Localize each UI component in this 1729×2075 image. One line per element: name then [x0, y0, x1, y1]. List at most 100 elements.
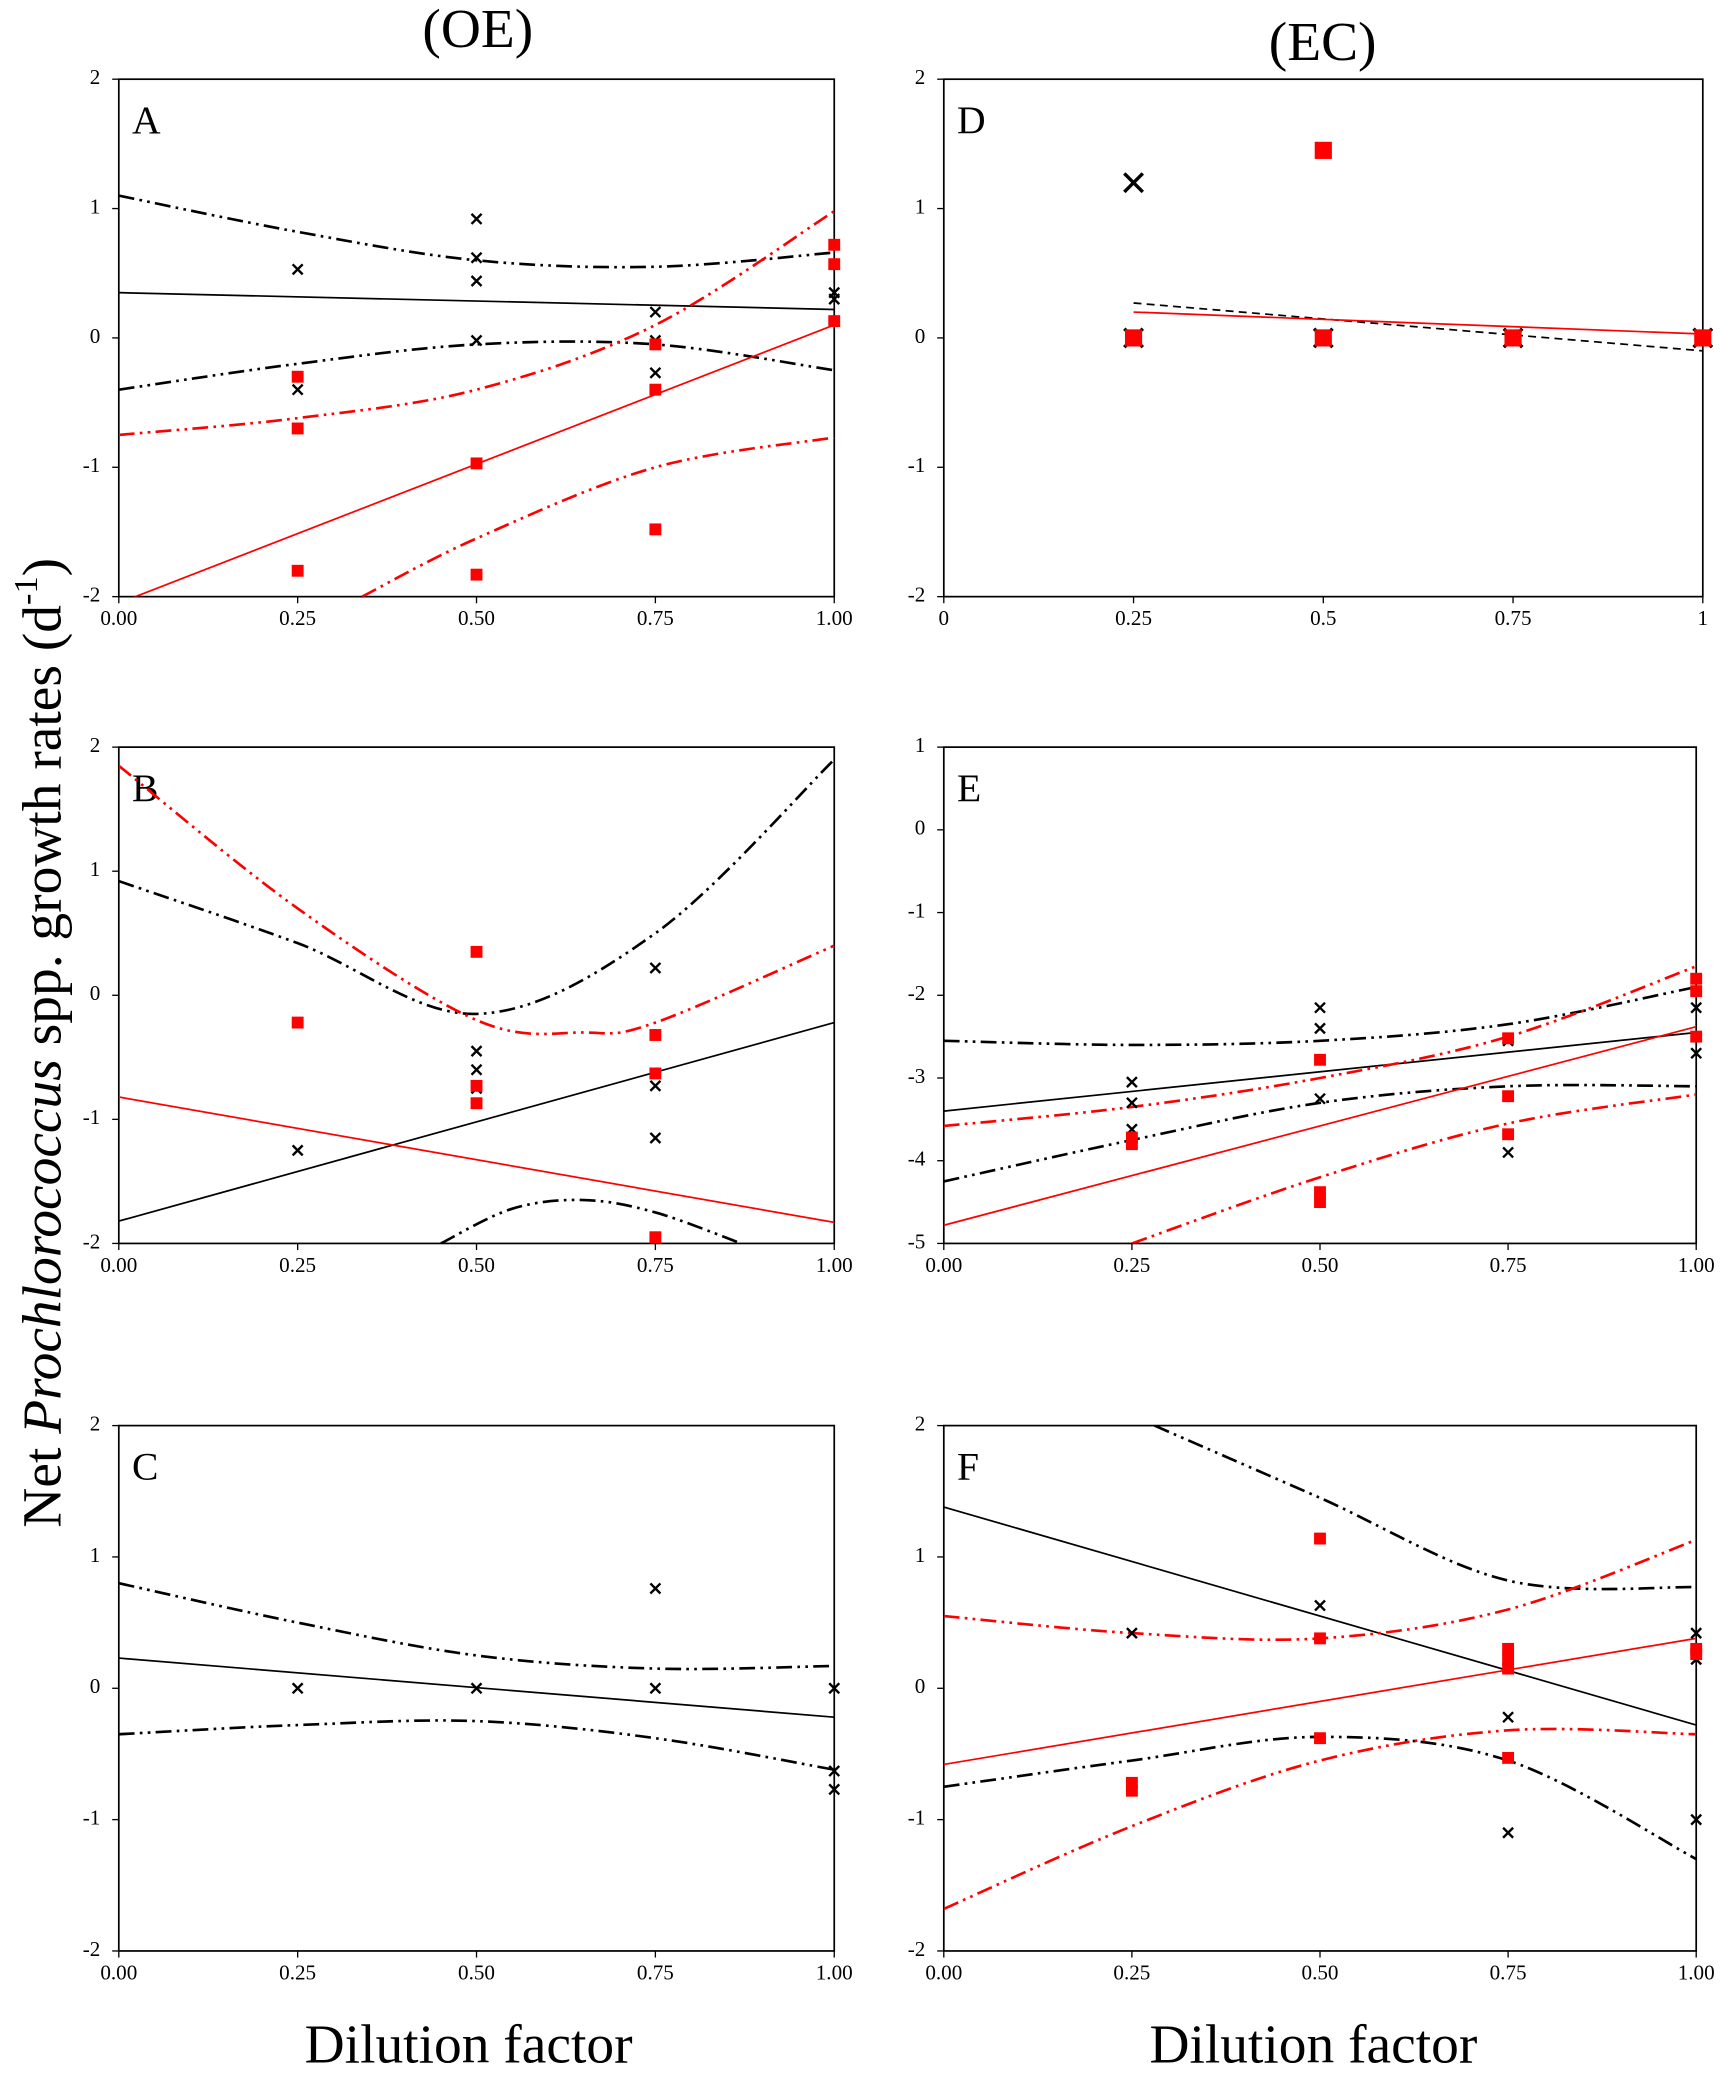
- y-tick-label: 2: [90, 65, 101, 89]
- x-tick-label: 0.75: [637, 1961, 674, 1985]
- x-marker: [828, 1783, 841, 1796]
- x-tick-label: 1.00: [1678, 1253, 1715, 1277]
- x-tick-label: 0.00: [925, 1961, 962, 1985]
- square-marker: [1125, 1784, 1138, 1797]
- square-marker: [1690, 972, 1703, 985]
- confidence-curve: [118, 1581, 835, 1671]
- square-marker: [1125, 1131, 1138, 1144]
- x-marker: [649, 306, 662, 318]
- square-marker: [1314, 1186, 1326, 1199]
- square-marker: [1690, 1030, 1703, 1043]
- x-tick-label: 0.00: [925, 1253, 962, 1277]
- fit-line: [1133, 302, 1703, 352]
- x-marker: [1314, 1022, 1326, 1035]
- square-marker: [828, 238, 841, 251]
- y-label-sup: -1: [7, 576, 45, 605]
- y-tick-label: -2: [83, 582, 101, 606]
- x-marker: [470, 213, 483, 225]
- x-tick-label: 0.25: [279, 606, 316, 630]
- plot-area: [1133, 302, 1703, 352]
- x-marker: [1314, 1599, 1326, 1612]
- square-marker: [1504, 329, 1522, 347]
- confidence-curve: [118, 210, 835, 437]
- x-marker: [470, 1045, 483, 1057]
- square-marker: [470, 1079, 483, 1092]
- panel: 0.00 0.25 0.50 0.75 1.00 -2 -1 0 1 2 A: [83, 65, 853, 630]
- x-marker: [470, 251, 483, 264]
- x-marker: [1126, 1076, 1138, 1088]
- confidence-curve: [943, 1538, 1697, 1642]
- x-tick-label: 1.00: [816, 1961, 853, 1985]
- x-axis-label: Dilution factor: [305, 2014, 633, 2075]
- x-marker: [291, 1144, 304, 1157]
- x-tick-label: 1.00: [816, 606, 853, 630]
- confidence-curve: [118, 1719, 835, 1772]
- panel-label: E: [957, 766, 981, 810]
- x-marker: [470, 275, 483, 287]
- square-marker: [1125, 1138, 1138, 1151]
- square-marker: [1314, 1196, 1326, 1209]
- square-marker: [470, 945, 483, 958]
- fit-line: [1133, 311, 1703, 335]
- square-marker: [1314, 1632, 1326, 1645]
- x-marker: [291, 383, 304, 396]
- y-tick-label: 1: [915, 733, 926, 757]
- square-marker: [470, 457, 483, 470]
- x-marker: [1126, 1096, 1138, 1109]
- y-tick-label: 0: [90, 981, 101, 1005]
- y-label-part: Prochlorococcus: [11, 1059, 72, 1435]
- square-marker: [649, 1029, 662, 1041]
- column-title: (EC): [1269, 11, 1377, 72]
- confidence-curve: [943, 985, 1697, 1047]
- column-title: (OE): [422, 0, 533, 59]
- x-tick-label: 0.25: [279, 1253, 316, 1277]
- square-marker: [1690, 985, 1703, 998]
- panel-label: B: [132, 766, 158, 810]
- square-marker: [649, 1231, 662, 1244]
- panel: 0.00 0.25 0.50 0.75 1.00 -2 -1 0 1 2 F: [908, 1411, 1715, 1984]
- panel: 0.00 0.25 0.50 0.75 1.00 -2 -1 0 1 2 C: [83, 1411, 853, 1984]
- y-tick-label: 2: [915, 65, 926, 89]
- x-tick-label: 1: [1698, 606, 1709, 630]
- y-tick-label: -2: [908, 1937, 926, 1961]
- fit-line: [943, 1025, 1697, 1227]
- x-tick-label: 0.50: [458, 606, 495, 630]
- panel-label: C: [132, 1445, 158, 1489]
- confidence-curve: [118, 758, 835, 1016]
- confidence-curve: [1153, 1425, 1697, 1591]
- confidence-curve: [118, 340, 835, 391]
- confidence-curve: [943, 1083, 1697, 1183]
- x-marker: [649, 1132, 662, 1144]
- square-marker: [1314, 329, 1332, 347]
- square-marker: [1314, 141, 1332, 159]
- y-tick-label: 2: [90, 1411, 101, 1435]
- y-tick-label: -1: [908, 453, 926, 477]
- x-marker: [1690, 1627, 1703, 1639]
- panel: 0 0.25 0.5 0.75 1 -2 -1 0 1 2 D: [908, 65, 1714, 630]
- figure-body: (OE) (EC) Dilution factor Dilution facto…: [7, 0, 1715, 2075]
- square-marker: [1314, 1053, 1326, 1066]
- square-marker: [649, 1067, 662, 1080]
- x-marker: [291, 1682, 304, 1695]
- y-tick-label: -2: [908, 981, 926, 1005]
- x-marker: [1314, 1092, 1326, 1105]
- square-marker: [1314, 1732, 1326, 1745]
- x-tick-label: 0.75: [637, 606, 674, 630]
- x-marker: [828, 1765, 841, 1777]
- y-tick-label: 1: [90, 1543, 101, 1567]
- y-tick-label: 0: [915, 324, 926, 348]
- x-marker: [649, 1080, 662, 1092]
- confidence-curve: [943, 965, 1697, 1128]
- square-marker: [1314, 1532, 1326, 1545]
- fit-line: [118, 1021, 835, 1222]
- confidence-curve: [943, 1735, 1697, 1861]
- square-marker: [649, 383, 662, 396]
- fit-line: [943, 1031, 1697, 1112]
- confidence-curve: [440, 1198, 742, 1244]
- square-marker: [291, 1016, 304, 1029]
- confidence-curve: [118, 194, 835, 269]
- x-marker: [1690, 1813, 1703, 1826]
- x-marker: [470, 1682, 483, 1695]
- panel: 0.00 0.25 0.50 0.75 1.00 -2 -1 0 1 2 B: [83, 733, 853, 1277]
- y-tick-label: -1: [83, 1105, 101, 1129]
